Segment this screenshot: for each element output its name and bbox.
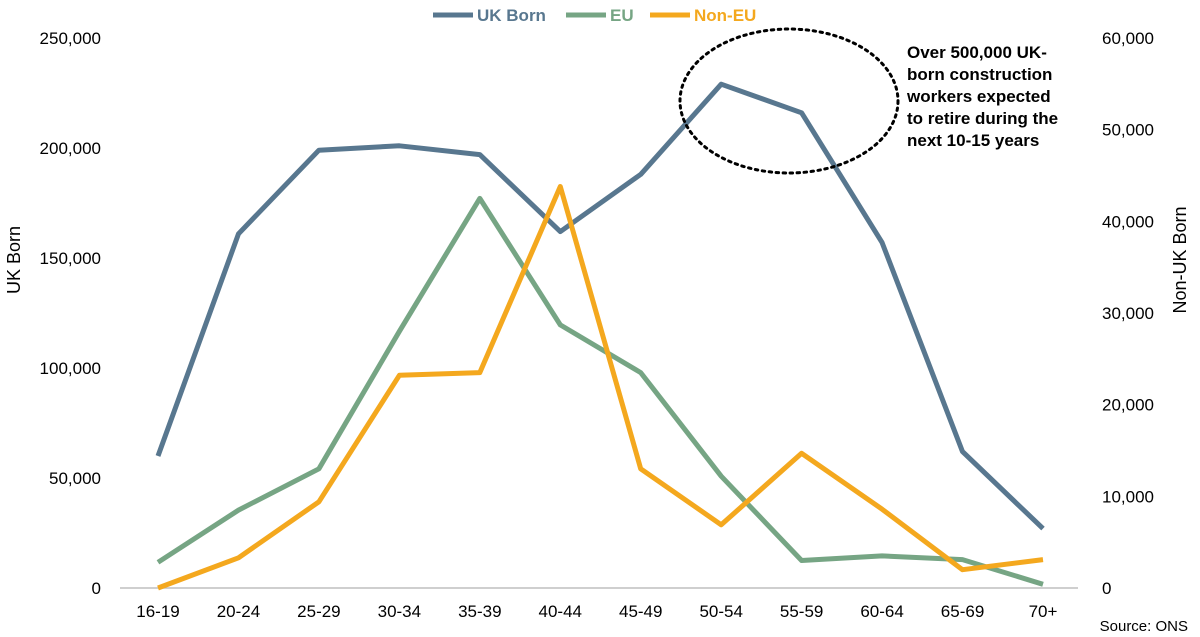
annotation-line: Over 500,000 UK- <box>907 43 1047 62</box>
y-right-tick-label: 50,000 <box>1102 121 1154 140</box>
x-tick-label: 55-59 <box>780 602 823 621</box>
y-axis-left-label: UK Born <box>4 226 24 294</box>
x-tick-label: 40-44 <box>539 602 582 621</box>
x-tick-label: 25-29 <box>297 602 340 621</box>
series-line-uk-born <box>155 81 1045 531</box>
legend-label: UK Born <box>477 6 546 25</box>
y-left-tick-label: 50,000 <box>49 469 101 488</box>
y-left-tick-label: 200,000 <box>40 139 101 158</box>
series-layer <box>155 81 1045 591</box>
legend-label: EU <box>610 6 634 25</box>
x-tick-label: 45-49 <box>619 602 662 621</box>
legend-label: Non-EU <box>694 6 756 25</box>
annotation-line: to retire during the <box>907 109 1058 128</box>
y-left-tick-label: 0 <box>92 579 101 598</box>
y-right-tick-label: 60,000 <box>1102 29 1154 48</box>
y-left-tick-label: 100,000 <box>40 359 101 378</box>
x-tick-label: 30-34 <box>378 602 421 621</box>
x-tick-label: 60-64 <box>860 602 903 621</box>
y-axis-left-ticks: 0 50,000 100,000 150,000 200,000 250,000 <box>40 29 101 598</box>
annotation-line: born construction <box>907 65 1052 84</box>
y-left-tick-label: 150,000 <box>40 249 101 268</box>
x-tick-label: 50-54 <box>699 602 742 621</box>
x-tick-label: 35-39 <box>458 602 501 621</box>
series-line-eu <box>156 195 1044 587</box>
y-right-tick-label: 40,000 <box>1102 212 1154 231</box>
y-axis-right-ticks: 0 10,000 20,000 30,000 40,000 50,000 60,000 <box>1102 29 1154 598</box>
x-tick-label: 70+ <box>1029 602 1058 621</box>
legend: UK Born EU Non-EU <box>433 6 756 25</box>
source-note: Source: ONS <box>1100 618 1188 635</box>
y-left-tick-label: 250,000 <box>40 29 101 48</box>
x-axis-ticks: 16-19 20-24 25-29 30-34 35-39 40-44 45-49 50-54… <box>136 602 1057 621</box>
x-tick-label: 20-24 <box>217 602 260 621</box>
annotation-line: next 10-15 years <box>907 131 1039 150</box>
annotation-ellipse <box>678 27 900 175</box>
x-tick-label: 16-19 <box>136 602 179 621</box>
y-axis-right-label: Non-UK Born <box>1170 206 1190 313</box>
annotation-text: Over 500,000 UK-born construction workers… <box>906 43 1058 150</box>
x-tick-label: 65-69 <box>941 602 984 621</box>
annotation-line: workers expected <box>906 87 1051 106</box>
y-right-tick-label: 10,000 <box>1102 487 1154 506</box>
y-right-tick-label: 0 <box>1102 579 1111 598</box>
y-right-tick-label: 30,000 <box>1102 304 1154 323</box>
y-right-tick-label: 20,000 <box>1102 396 1154 415</box>
series-line-non-eu <box>157 184 1044 591</box>
